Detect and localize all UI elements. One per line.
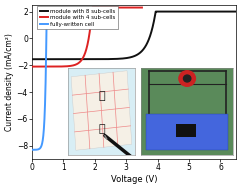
module with 8 sub-cells bbox=[207, 10, 209, 13]
Y-axis label: Current density (mA/cm²): Current density (mA/cm²) bbox=[5, 33, 14, 131]
module with 4 sub-cells bbox=[50, 65, 53, 68]
fully-written cell bbox=[54, 10, 57, 13]
Legend: module with 8 sub-cells, module with 4 sub-cells, fully-written cell: module with 8 sub-cells, module with 4 s… bbox=[37, 6, 118, 29]
fully-written cell bbox=[34, 149, 37, 151]
module with 4 sub-cells bbox=[141, 6, 143, 9]
module with 4 sub-cells bbox=[104, 6, 107, 9]
fully-written cell bbox=[51, 10, 54, 13]
module with 4 sub-cells bbox=[95, 6, 98, 9]
module with 4 sub-cells bbox=[31, 65, 33, 68]
Line: module with 4 sub-cells: module with 4 sub-cells bbox=[32, 8, 142, 67]
module with 8 sub-cells bbox=[186, 10, 188, 13]
module with 8 sub-cells bbox=[43, 58, 46, 60]
module with 4 sub-cells bbox=[59, 65, 62, 68]
module with 4 sub-cells bbox=[91, 6, 94, 9]
Line: module with 8 sub-cells: module with 8 sub-cells bbox=[32, 12, 236, 59]
module with 8 sub-cells bbox=[31, 58, 33, 60]
X-axis label: Voltage (V): Voltage (V) bbox=[111, 175, 157, 184]
module with 8 sub-cells bbox=[154, 10, 157, 13]
fully-written cell bbox=[31, 149, 33, 151]
Line: fully-written cell: fully-written cell bbox=[32, 12, 65, 150]
fully-written cell bbox=[41, 139, 44, 141]
fully-written cell bbox=[55, 10, 58, 13]
module with 8 sub-cells bbox=[155, 10, 158, 13]
fully-written cell bbox=[64, 10, 67, 13]
fully-written cell bbox=[45, 10, 48, 13]
module with 4 sub-cells bbox=[80, 59, 83, 61]
module with 8 sub-cells bbox=[235, 10, 238, 13]
module with 8 sub-cells bbox=[149, 33, 152, 36]
fully-written cell bbox=[44, 100, 47, 102]
module with 8 sub-cells bbox=[161, 10, 164, 13]
module with 4 sub-cells bbox=[114, 6, 116, 9]
